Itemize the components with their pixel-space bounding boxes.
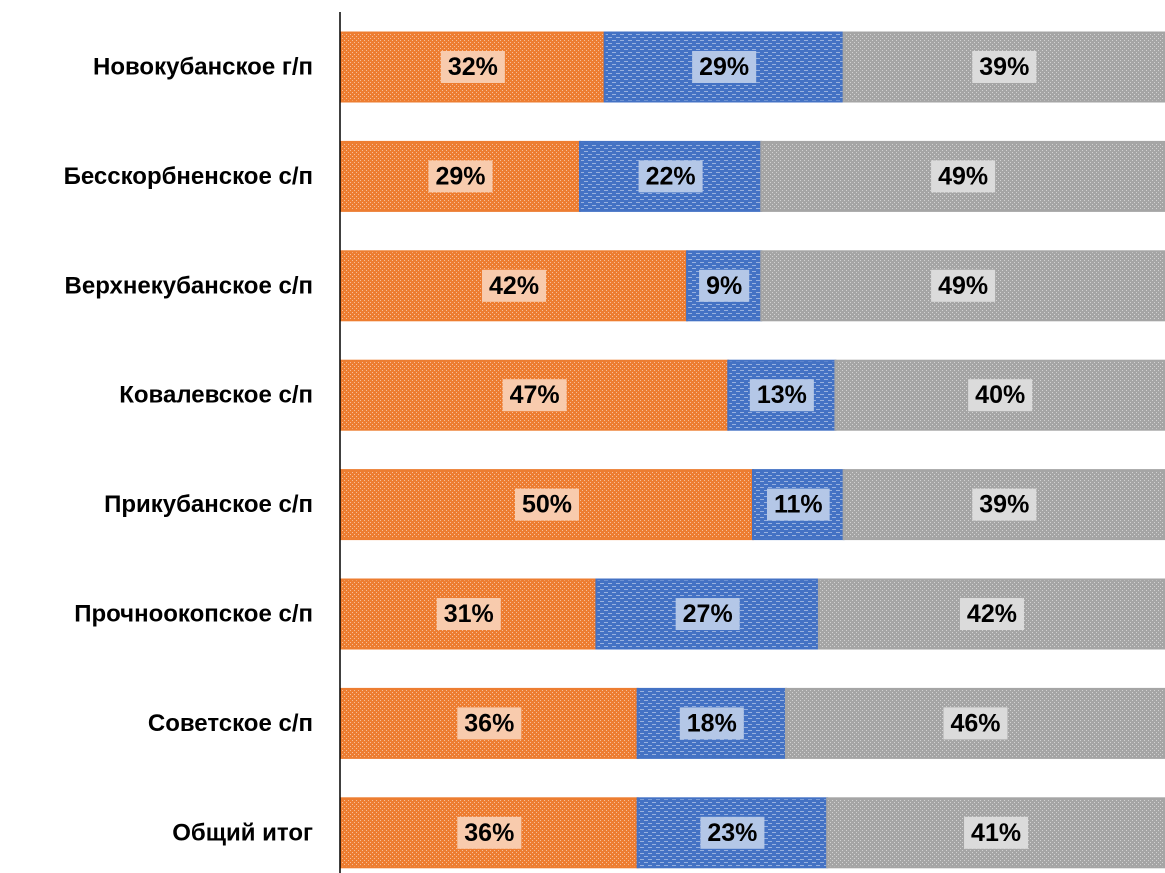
data-label-group: 11% xyxy=(766,488,830,521)
data-label-background xyxy=(931,269,996,302)
category-label: Верхнекубанское с/п xyxy=(65,272,313,299)
data-label-background xyxy=(972,51,1037,83)
data-label-group: 29% xyxy=(428,160,493,193)
data-label-group: 36% xyxy=(457,816,522,849)
data-label: 11% xyxy=(774,491,823,519)
category-label: Ковалевское с/п xyxy=(119,382,313,409)
data-label: 49% xyxy=(938,162,988,190)
data-label-background xyxy=(457,707,522,740)
data-label-group: 29% xyxy=(692,51,757,83)
data-label-group: 39% xyxy=(972,51,1037,83)
data-label: 29% xyxy=(699,53,749,81)
data-label: 47% xyxy=(510,381,560,409)
bar-segment xyxy=(340,140,581,212)
data-label-background xyxy=(440,51,505,83)
data-label-background xyxy=(968,379,1033,412)
category-labels-layer: Новокубанское г/п Бесскорбненское с/п Верх… xyxy=(64,54,313,847)
data-label: 42% xyxy=(967,600,1017,628)
data-label-background xyxy=(964,816,1029,849)
data-label: 49% xyxy=(938,272,988,300)
data-label: 13% xyxy=(757,381,807,409)
data-label-background xyxy=(638,160,703,193)
data-label: 31% xyxy=(444,600,494,628)
data-label-background xyxy=(692,51,757,83)
data-label: 50% xyxy=(522,491,572,519)
data-label: 46% xyxy=(950,709,1000,737)
data-label-group: 42% xyxy=(482,269,547,302)
data-label-background xyxy=(766,488,830,521)
category-label: Бесскорбненское с/п xyxy=(64,163,313,190)
category-label: Общий итог xyxy=(172,819,313,846)
data-label: 36% xyxy=(464,819,514,847)
data-label: 32% xyxy=(448,53,498,81)
data-label: 18% xyxy=(687,709,737,737)
category-label: Новокубанское г/п xyxy=(93,54,313,81)
data-label-group: 49% xyxy=(931,269,996,302)
data-label-background xyxy=(482,269,547,302)
data-label: 42% xyxy=(489,272,539,300)
data-label: 41% xyxy=(971,819,1021,847)
data-label-background xyxy=(699,269,750,302)
data-label-background xyxy=(943,707,1008,740)
data-label-background xyxy=(514,488,580,521)
data-label: 9% xyxy=(706,272,742,300)
data-label: 39% xyxy=(979,491,1029,519)
data-label-group: 47% xyxy=(502,379,567,412)
data-label-background xyxy=(675,598,740,630)
data-label-background xyxy=(679,707,744,740)
data-label-background xyxy=(959,598,1024,630)
data-label-group: 22% xyxy=(638,160,703,193)
data-labels-layer: 32% 29% 39% 29% 22% 49% 42% 9% 49% 47% 13% 40% 50% 11… xyxy=(428,51,1037,849)
data-label-background xyxy=(457,816,522,849)
bars-layer xyxy=(340,31,1165,869)
data-label-group: 40% xyxy=(968,379,1033,412)
data-label-group: 27% xyxy=(675,598,740,630)
data-label-background xyxy=(700,816,765,849)
data-label: 39% xyxy=(979,53,1029,81)
data-label-background xyxy=(931,160,996,193)
data-label-group: 49% xyxy=(931,160,996,193)
category-label: Советское с/п xyxy=(148,710,313,737)
category-label: Прикубанское с/п xyxy=(104,491,313,518)
data-label-group: 31% xyxy=(436,598,501,630)
data-label-group: 42% xyxy=(959,598,1024,630)
category-label: Прочноокопское с/п xyxy=(74,601,313,628)
data-label-group: 32% xyxy=(440,51,505,83)
data-label-group: 36% xyxy=(457,707,522,740)
data-label-group: 41% xyxy=(964,816,1029,849)
data-label: 22% xyxy=(646,162,696,190)
data-label: 23% xyxy=(707,819,757,847)
data-label-group: 50% xyxy=(514,488,580,521)
data-label-background xyxy=(428,160,493,193)
data-label-background xyxy=(972,488,1037,521)
data-label-group: 9% xyxy=(699,269,750,302)
data-label: 36% xyxy=(464,709,514,737)
data-label-background xyxy=(749,379,814,412)
data-label-group: 23% xyxy=(700,816,765,849)
data-label: 29% xyxy=(435,162,485,190)
data-label-group: 39% xyxy=(972,488,1037,521)
data-label-background xyxy=(502,379,567,412)
data-label-group: 18% xyxy=(679,707,744,740)
data-label: 27% xyxy=(683,600,733,628)
data-label: 40% xyxy=(975,381,1025,409)
data-label-group: 46% xyxy=(943,707,1008,740)
data-label-group: 13% xyxy=(749,379,814,412)
data-label-background xyxy=(436,598,501,630)
